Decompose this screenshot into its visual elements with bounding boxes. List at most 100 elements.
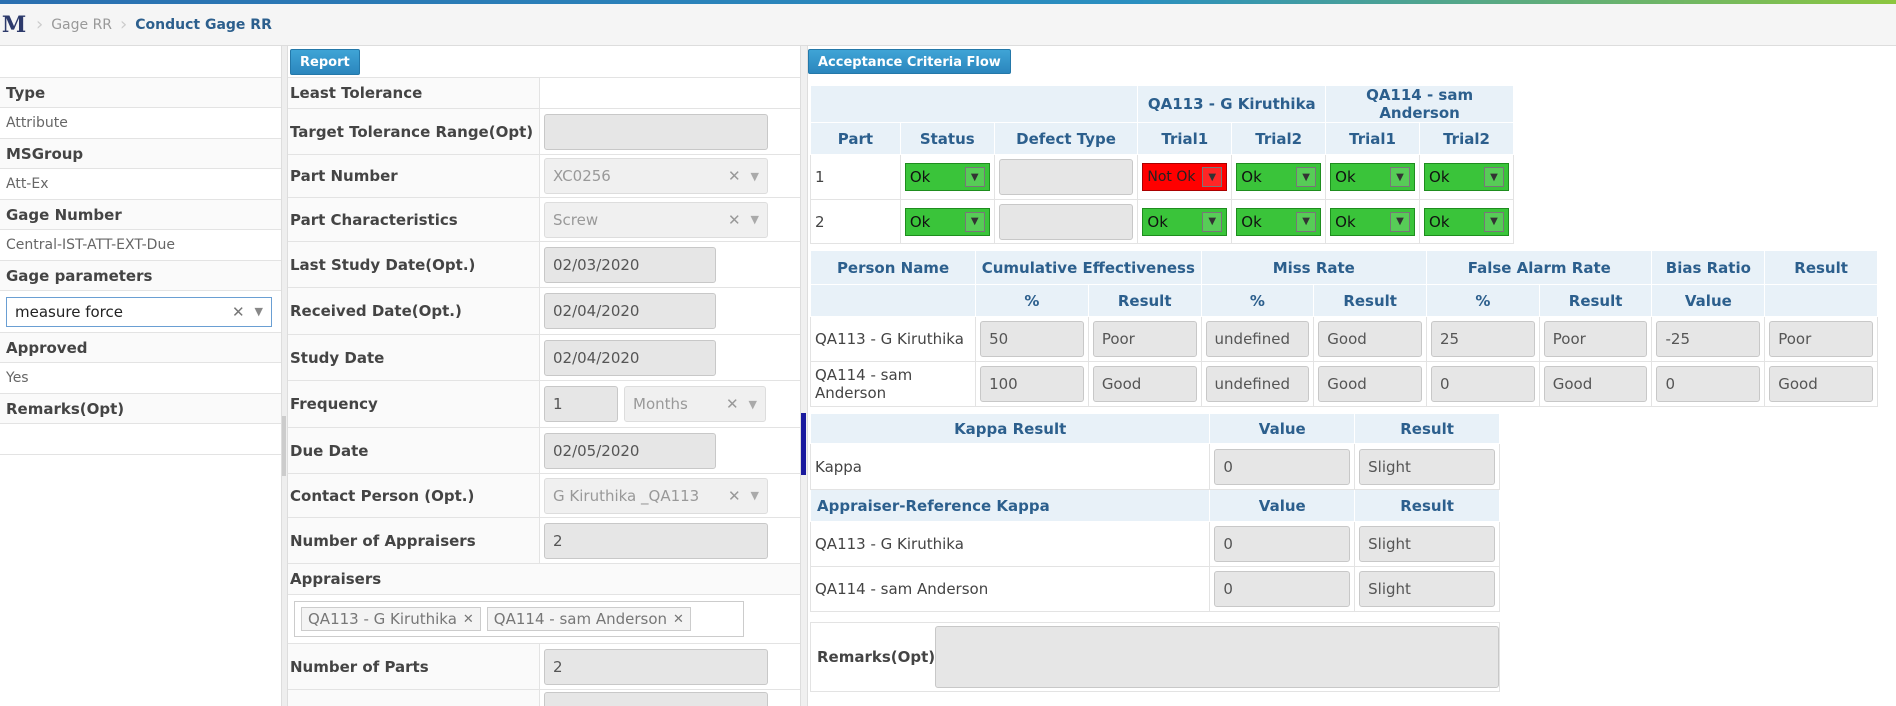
clear-icon[interactable]: ✕ <box>727 486 741 505</box>
breadcrumb-gage-rr[interactable]: Gage RR <box>51 16 113 33</box>
sub-result: Result <box>1538 284 1653 317</box>
trial-select[interactable]: Ok ▼ <box>1424 163 1509 191</box>
defect-type-input[interactable] <box>998 159 1134 195</box>
least-tolerance-row: Least Tolerance <box>288 78 800 109</box>
number-of-appraisers-input[interactable]: 2 <box>544 522 768 559</box>
msgroup-value: Att-Ex <box>0 169 281 200</box>
frequency-row: Frequency 1 Months ✕ ▼ <box>288 381 800 428</box>
last-study-date-input[interactable]: 02/03/2020 <box>544 246 716 283</box>
clear-icon[interactable]: ✕ <box>231 302 245 321</box>
value-box: Good <box>1318 321 1423 357</box>
received-date-input[interactable]: 02/04/2020 <box>544 293 716 329</box>
chevron-down-icon[interactable]: ▼ <box>1484 167 1504 187</box>
chevron-down-icon[interactable]: ▼ <box>750 213 759 226</box>
target-tolerance-input[interactable] <box>544 113 768 150</box>
value-box: undefined <box>1205 366 1310 402</box>
person-name-cell: QA113 - G Kiruthika <box>809 316 977 362</box>
remove-tag-icon[interactable]: ✕ <box>673 611 684 627</box>
acceptance-criteria-flow-button[interactable]: Acceptance Criteria Flow <box>808 49 1011 74</box>
gage-number-label: Gage Number <box>0 200 281 230</box>
part-number-value: XC0256 <box>553 167 611 185</box>
value-box: 25 <box>1431 321 1535 357</box>
status-select[interactable]: Ok ▼ <box>904 163 990 191</box>
part-number-label: Part Number <box>288 155 540 197</box>
chevron-down-icon[interactable]: ▼ <box>964 211 985 232</box>
chevron-down-icon[interactable]: ▼ <box>1202 211 1223 232</box>
chevron-down-icon[interactable]: ▼ <box>1296 211 1317 232</box>
app-logo[interactable]: M <box>1 11 27 38</box>
trial-select[interactable]: Ok ▼ <box>1424 207 1509 236</box>
contact-person-label: Contact Person (Opt.) <box>288 474 540 517</box>
study-date-input[interactable]: 02/04/2020 <box>544 339 716 376</box>
part-characteristics-label: Part Characteristics <box>288 198 540 241</box>
status-select[interactable]: Ok ▼ <box>904 207 990 236</box>
msgroup-label: MSGroup <box>0 139 281 169</box>
trial-select[interactable]: Ok ▼ <box>1330 163 1416 191</box>
chevron-down-icon[interactable]: ▼ <box>1484 211 1504 232</box>
trial-select[interactable]: Not Ok ▼ <box>1142 163 1228 191</box>
received-date-row: Received Date(Opt.) 02/04/2020 <box>288 288 800 335</box>
due-date-row: Due Date 02/05/2020 <box>288 428 800 474</box>
col-cumulative-effectiveness: Cumulative Effectiveness <box>975 250 1202 285</box>
appraisers-label-row: Appraisers <box>288 564 800 595</box>
next-field-input[interactable] <box>544 691 768 706</box>
person-name-cell: QA114 - sam Anderson <box>809 361 977 407</box>
breadcrumb-conduct-gage-rr: Conduct Gage RR <box>135 16 272 33</box>
clear-icon[interactable]: ✕ <box>725 395 739 413</box>
defect-type-input[interactable] <box>998 203 1134 240</box>
trial-table: QA113 - G Kiruthika QA114 - sam Anderson… <box>809 85 1514 244</box>
part-characteristics-select[interactable]: Screw ✕ ▼ <box>544 201 768 238</box>
part-number-select[interactable]: XC0256 ✕ ▼ <box>544 158 768 194</box>
sub-percent: % <box>1426 284 1540 317</box>
number-of-parts-input[interactable]: 2 <box>544 648 768 685</box>
gage-parameters-select[interactable]: measure force ✕ ▼ <box>6 296 272 327</box>
chevron-down-icon[interactable]: ▼ <box>254 305 263 318</box>
col-false-alarm-rate: False Alarm Rate <box>1426 250 1653 285</box>
top-accent-bar <box>0 0 1896 4</box>
col-result: Result <box>1354 413 1500 444</box>
col-part: Part <box>810 122 901 155</box>
col-trial1: Trial1 <box>1325 122 1421 155</box>
next-row-partial <box>288 690 800 706</box>
report-button[interactable]: Report <box>290 48 360 75</box>
remove-tag-icon[interactable]: ✕ <box>462 611 474 627</box>
appraiser-tag: QA113 - G Kiruthika ✕ <box>301 607 481 631</box>
chevron-down-icon[interactable]: ▼ <box>1390 167 1411 187</box>
chevron-down-icon[interactable]: ▼ <box>1296 167 1317 187</box>
due-date-input[interactable]: 02/05/2020 <box>544 432 716 469</box>
target-tolerance-row: Target Tolerance Range(Opt) <box>288 109 800 155</box>
value-box: 0 <box>1431 366 1535 402</box>
value-box: Good <box>1318 366 1423 402</box>
gage-info-panel: Type Attribute MSGroup Att-Ex Gage Numbe… <box>0 46 282 706</box>
contact-person-select[interactable]: G Kiruthika _QA113 ✕ ▼ <box>544 477 768 514</box>
results-panel: Acceptance Criteria Flow QA113 - G Kirut… <box>808 46 1896 706</box>
frequency-unit-select[interactable]: Months ✕ ▼ <box>624 386 766 422</box>
chevron-down-icon[interactable]: ▼ <box>748 397 757 411</box>
splitter-handle[interactable] <box>801 413 806 475</box>
value-box: Good <box>1092 366 1197 402</box>
trial-select[interactable]: Ok ▼ <box>1236 163 1322 191</box>
left-splitter[interactable] <box>282 46 288 706</box>
chevron-down-icon[interactable]: ▼ <box>1390 211 1411 232</box>
remarks-textarea[interactable] <box>935 626 1499 688</box>
sub-result: Result <box>1087 284 1202 317</box>
gage-number-value: Central-IST-ATT-EXT-Due <box>0 230 281 261</box>
frequency-input[interactable]: 1 <box>544 386 618 422</box>
appraisers-multiselect[interactable]: QA113 - G Kiruthika ✕ QA114 - sam Anderso… <box>294 601 744 637</box>
value-box: Slight <box>1359 526 1495 562</box>
col-person-name: Person Name <box>809 250 977 285</box>
chevron-down-icon[interactable]: ▼ <box>750 169 759 183</box>
clear-icon[interactable]: ✕ <box>727 167 741 185</box>
chevron-down-icon[interactable]: ▼ <box>750 489 759 502</box>
right-splitter[interactable] <box>800 46 808 706</box>
splitter-handle[interactable] <box>282 416 286 476</box>
gage-parameters-value: measure force <box>15 302 123 321</box>
trial-select[interactable]: Ok ▼ <box>1142 207 1228 236</box>
type-value: Attribute <box>0 108 281 139</box>
clear-icon[interactable]: ✕ <box>727 210 741 229</box>
chevron-down-icon[interactable]: ▼ <box>964 167 985 187</box>
value-box: Poor <box>1092 321 1197 357</box>
trial-select[interactable]: Ok ▼ <box>1236 207 1322 236</box>
trial-select[interactable]: Ok ▼ <box>1330 207 1416 236</box>
chevron-down-icon[interactable]: ▼ <box>1202 167 1223 187</box>
